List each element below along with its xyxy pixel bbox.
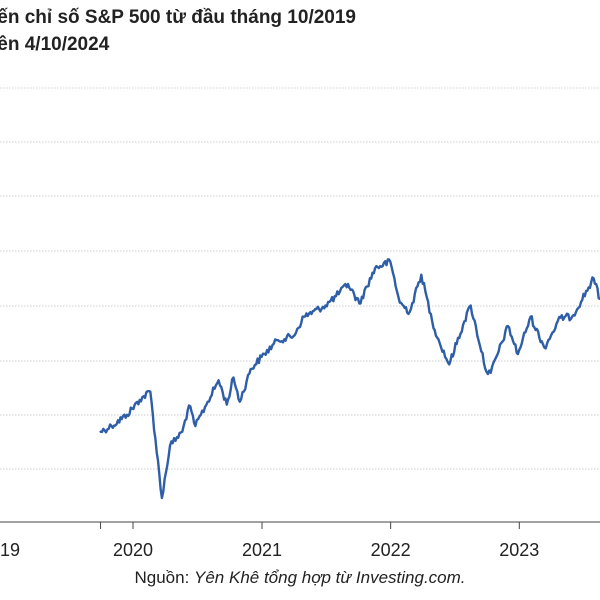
- source-note: Nguồn: Yên Khê tổng hợp từ Investing.com…: [0, 568, 600, 588]
- source-text: Yên Khê tổng hợp từ Investing.com.: [194, 568, 466, 587]
- series-line: [99, 258, 600, 500]
- x-tick-label: 2021: [242, 540, 282, 560]
- x-tick-label: 2022: [371, 540, 411, 560]
- x-axis: [0, 521, 600, 529]
- source-prefix: Nguồn:: [134, 568, 195, 587]
- title-line-2: iên 4/10/2024: [0, 34, 110, 55]
- x-tick-labels: 19 2020 2021 2022 2023: [0, 540, 539, 560]
- x-tick-label: 2023: [499, 540, 539, 560]
- title-line-1: iến chỉ số S&P 500 từ đầu tháng 10/2019: [0, 7, 356, 28]
- gridlines: [0, 87, 600, 470]
- chart-title: iến chỉ số S&P 500 từ đầu tháng 10/2019 …: [0, 4, 600, 58]
- x-tick-label: 19: [0, 540, 20, 560]
- x-tick-label: 2020: [113, 540, 153, 560]
